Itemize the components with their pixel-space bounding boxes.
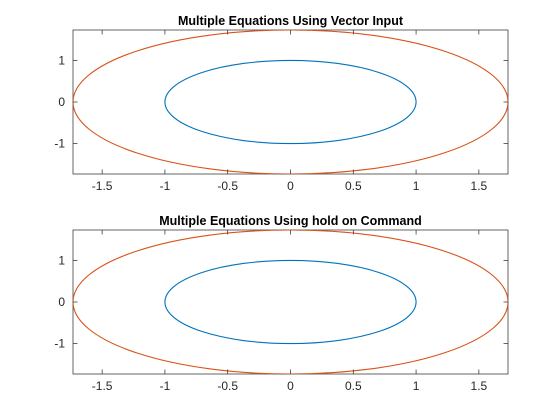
series-1-curve	[164, 59, 417, 145]
x-tick-label: -1.5	[92, 379, 113, 393]
axes-1: -1.5 -1 -0.5 0 0.5 1 1.5 1 0 -1 Multiple Equations…	[54, 14, 509, 193]
plot-area	[72, 229, 509, 375]
x-tick-label: -1	[160, 179, 171, 193]
axes-2: -1.5 -1 -0.5 0 0.5 1 1.5 1 0 -1 Multiple Equations…	[54, 214, 509, 393]
y-tick-label: -1	[54, 137, 65, 151]
plot-area	[72, 29, 509, 175]
x-tick-label: 1	[413, 379, 420, 393]
x-tick-label: 0.5	[345, 179, 362, 193]
x-tick-label: -0.5	[217, 379, 238, 393]
series-group	[73, 230, 508, 374]
y-tick-label: 0	[58, 295, 65, 309]
y-tick-label: -1	[54, 337, 65, 351]
x-tick-label: 0.5	[345, 379, 362, 393]
y-tick-label: 1	[58, 53, 65, 67]
chart-title: Multiple Equations Using Vector Input	[178, 14, 404, 28]
y-tick-label: 1	[58, 253, 65, 267]
x-tick-label: 1	[413, 179, 420, 193]
y-tick-label: 0	[58, 95, 65, 109]
x-tick-label: 0	[287, 379, 294, 393]
chart-title: Multiple Equations Using hold on Command	[159, 214, 422, 228]
series-group	[73, 30, 508, 174]
x-tick-label: -0.5	[217, 179, 238, 193]
x-tick-label: -1	[160, 379, 171, 393]
x-tick-label: 1.5	[471, 379, 488, 393]
x-tick-label: 0	[287, 179, 294, 193]
x-tick-label: -1.5	[92, 179, 113, 193]
series-1-curve	[164, 259, 417, 345]
x-tick-label: 1.5	[471, 179, 488, 193]
axes-container: -1.5 -1 -0.5 0 0.5 1 1.5 1 0 -1 Multiple Equations…	[54, 14, 509, 393]
